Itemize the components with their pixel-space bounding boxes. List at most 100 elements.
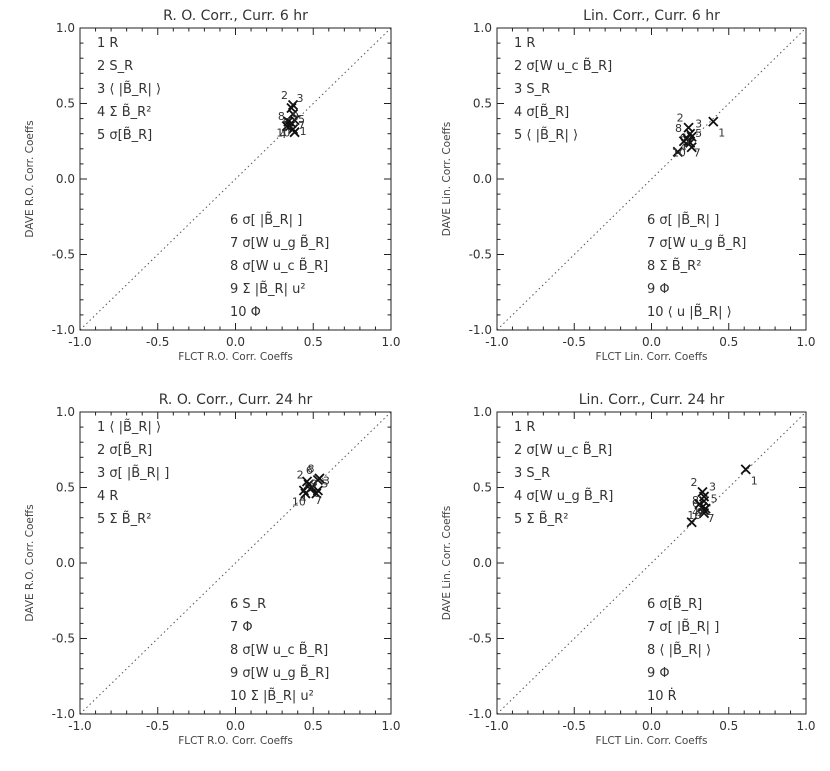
data-point-label: 2	[297, 468, 304, 481]
legend-entry: 7 σ[W u_g B̃_R]	[647, 236, 746, 251]
data-point-label: 3	[296, 92, 303, 105]
data-point-label: 5	[298, 113, 305, 126]
data-point-label: 4	[692, 506, 699, 519]
x-tick-label: -1.0	[68, 335, 91, 349]
chart-panel-1: R. O. Corr., Curr. 6 hr -1.0 -0.5 0.0 0.5 1.0…	[24, 8, 401, 363]
legend-entry: 7 Φ	[230, 620, 253, 635]
y-tick-label: 0.0	[56, 172, 75, 186]
data-point	[698, 495, 710, 507]
data-point	[289, 127, 300, 138]
data-point-label: 4	[680, 142, 687, 155]
y-tick-label: 0.5	[56, 97, 75, 111]
data-point	[698, 491, 710, 502]
y-tick-label: 0.5	[473, 97, 492, 111]
y-axis-label: DAVE Lin. Corr. Coeffs	[441, 506, 453, 621]
legend-entry: 3 σ[ |B̃_R| ]	[97, 466, 169, 481]
legend-entry: 8 ⟨ |B̃_R| ⟩	[647, 643, 711, 658]
y-axis-label: DAVE R.O. Corr. Coeffs	[24, 120, 36, 237]
data-point	[311, 488, 322, 499]
legend-entry: 2 S_R	[97, 59, 133, 74]
identity-line	[79, 27, 392, 331]
data-point-label: 10	[672, 146, 686, 159]
legend-entry: 4 R	[97, 489, 118, 504]
y-tick-label: -0.5	[469, 248, 492, 262]
data-point	[683, 122, 694, 133]
data-point-label: 9	[310, 478, 317, 491]
x-tick-label: 0.5	[304, 719, 323, 733]
data-point-label: 7	[298, 119, 305, 132]
data-point	[287, 99, 299, 111]
legend-entry: 1 R	[514, 36, 535, 51]
legend-entry: 2 σ[W u_c B̃_R]	[514, 59, 612, 74]
chart-panel-4: Lin. Corr., Curr. 24 hr -1.0 -0.5 0.0 0.5 1.0…	[441, 392, 816, 747]
x-tick-label: 0.0	[642, 335, 661, 349]
data-point	[740, 464, 751, 475]
data-point-label: 4	[279, 128, 286, 141]
legend-entry: 6 σ[B̃_R]	[647, 597, 702, 612]
data-point	[314, 473, 325, 484]
x-tick-label: 0.5	[719, 719, 738, 733]
data-point-label: 9	[292, 110, 299, 123]
legend-entry: 3 S_R	[514, 466, 550, 481]
legend-entry: 2 σ[W u_c B̃_R]	[514, 443, 612, 458]
data-point	[672, 146, 683, 157]
data-point-label: 1	[751, 474, 758, 487]
data-point-label: 10	[276, 127, 290, 140]
x-tick-label: 1.0	[796, 719, 815, 733]
data-point-label: 8	[675, 122, 682, 135]
y-tick-label: 0.5	[473, 481, 492, 495]
data-point-label: 10	[687, 509, 701, 522]
legend-entry: 4 σ[B̃_R]	[514, 105, 569, 120]
x-tick-label: 0.0	[226, 719, 245, 733]
data-point	[678, 136, 690, 147]
data-point-label: 5	[321, 478, 328, 491]
legend-entry: 4 σ[W u_g B̃_R]	[514, 489, 613, 504]
x-tick-label: 0.5	[304, 335, 323, 349]
data-point	[684, 128, 696, 139]
data-point-label: 6	[306, 464, 313, 477]
legend-entry: 7 σ[ |B̃_R| ]	[647, 620, 719, 635]
data-point	[686, 142, 697, 153]
x-tick-label: -0.5	[563, 719, 586, 733]
legend-entry: 2 σ[B̃_R]	[97, 443, 152, 458]
data-point-label: 3	[709, 481, 716, 494]
x-tick-label: -0.5	[146, 335, 169, 349]
legend-entry: 10 Φ	[230, 305, 261, 320]
data-point-label: 4	[300, 493, 307, 506]
y-tick-label: -1.0	[52, 707, 75, 721]
legend-entry: 9 Φ	[647, 666, 670, 681]
legend-entry: 3 ⟨ |B̃_R| ⟩	[97, 82, 161, 97]
identity-line	[496, 27, 807, 331]
legend-entry: 5 Σ B̃_R²	[97, 512, 151, 527]
data-point-label: 7	[694, 146, 701, 159]
y-tick-label: 0.0	[473, 172, 492, 186]
x-tick-label: -0.5	[563, 335, 586, 349]
x-axis-label: FLCT Lin. Corr. Coeffs	[596, 735, 708, 747]
y-tick-label: 1.0	[56, 21, 75, 35]
data-point-label: 6	[692, 497, 699, 510]
data-point	[286, 117, 297, 129]
x-tick-label: 0.5	[719, 335, 738, 349]
data-point-label: 5	[695, 127, 702, 140]
legend-entry: 9 Φ	[647, 282, 670, 297]
identity-line	[79, 411, 392, 715]
y-tick-label: 0.0	[56, 556, 75, 570]
x-tick-label: -1.0	[485, 719, 508, 733]
legend-entry: 5 σ[B̃_R]	[97, 128, 152, 143]
data-point	[301, 476, 313, 487]
x-tick-label: 0.0	[226, 335, 245, 349]
x-tick-label: 1.0	[381, 719, 400, 733]
data-point-label: 10	[292, 496, 306, 509]
legend-entry: 10 Σ |B̃_R| u²	[230, 689, 314, 704]
data-point-label: 1	[718, 127, 725, 140]
legend-entry: 8 σ[W u_c B̃_R]	[230, 259, 328, 274]
y-tick-label: 1.0	[473, 21, 492, 35]
data-point-label: 2	[281, 89, 288, 102]
data-point	[286, 102, 297, 114]
data-point-label: 3	[323, 475, 330, 488]
legend-entry: 1 R	[514, 420, 535, 435]
data-point-label: 2	[677, 112, 684, 125]
y-tick-label: -1.0	[469, 323, 492, 337]
x-axis-label: FLCT R.O. Corr. Coeffs	[178, 351, 293, 363]
